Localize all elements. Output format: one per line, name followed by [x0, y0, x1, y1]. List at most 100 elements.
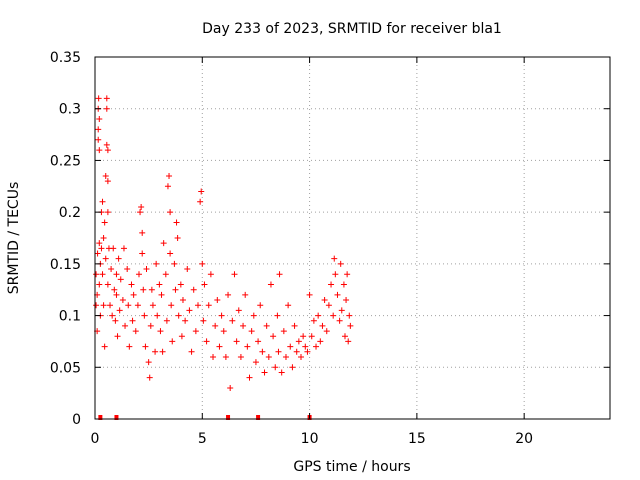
data-point: [107, 302, 114, 309]
data-point: [289, 364, 296, 371]
data-point: [156, 281, 163, 288]
data-point: [200, 317, 207, 324]
data-point: [148, 286, 155, 293]
y-tick-label: 0.2: [59, 205, 81, 221]
data-point: [101, 343, 108, 350]
data-point: [96, 147, 103, 154]
data-point: [139, 250, 146, 257]
data-point: [159, 348, 166, 355]
data-point: [174, 235, 181, 241]
data-point: [270, 333, 277, 340]
data-point: [99, 271, 106, 278]
data-point: [146, 374, 153, 381]
data-point: [169, 338, 176, 345]
data-point: [113, 291, 120, 298]
data-point: [178, 333, 185, 340]
data-point: [103, 105, 110, 112]
y-tick-label: 0: [72, 412, 81, 428]
data-point: [197, 198, 204, 205]
data-point: [112, 317, 119, 324]
chart-title: Day 233 of 2023, SRMTID for receiver bla…: [202, 21, 502, 37]
data-point: [163, 317, 170, 324]
data-point: [308, 333, 315, 340]
data-point: [210, 353, 217, 360]
data-point: [231, 271, 238, 278]
data-point: [259, 348, 266, 355]
x-axis-label: GPS time / hours: [293, 459, 410, 475]
data-point: [126, 343, 133, 350]
data-point: [192, 328, 199, 335]
y-tick-label: 0.05: [50, 360, 81, 376]
data-point: [166, 172, 173, 179]
data-point: [340, 281, 347, 288]
data-point: [334, 291, 341, 298]
data-point: [103, 95, 110, 102]
plot-frame: [94, 56, 611, 420]
data-point: [332, 271, 339, 278]
data-point: [198, 188, 205, 195]
data-point: [95, 136, 102, 143]
data-point: [246, 374, 253, 381]
data-point: [188, 348, 195, 355]
data-point: [104, 147, 111, 154]
data-point: [319, 322, 326, 329]
data-point: [235, 307, 242, 314]
data-point: [132, 328, 139, 335]
data-point: [237, 353, 244, 360]
gap-marker: [98, 415, 103, 420]
data-point: [346, 312, 353, 319]
data-point: [280, 328, 287, 335]
data-point: [152, 348, 159, 355]
data-point: [124, 266, 131, 273]
data-point: [96, 281, 103, 288]
data-point: [149, 302, 156, 309]
data-point: [274, 312, 281, 319]
data-point: [95, 95, 102, 102]
data-point: [157, 328, 164, 335]
data-point: [111, 286, 118, 293]
data-point: [93, 271, 100, 278]
data-point: [244, 343, 251, 350]
data-point: [190, 286, 197, 293]
data-point: [162, 271, 169, 278]
gap-marker: [256, 415, 261, 420]
data-point: [347, 322, 354, 329]
data-point: [100, 302, 107, 309]
data-point: [95, 126, 102, 133]
data-point: [328, 281, 335, 288]
data-point: [287, 343, 294, 350]
data-point: [310, 317, 317, 324]
data-point: [125, 302, 132, 309]
data-point: [120, 245, 127, 252]
data-point: [140, 286, 147, 293]
data-point: [276, 271, 283, 278]
data-point: [212, 322, 219, 329]
data-point: [167, 250, 174, 257]
data-point: [153, 260, 160, 267]
data-point: [313, 343, 320, 350]
data-point: [295, 338, 302, 345]
data-point: [298, 353, 304, 360]
data-point: [117, 276, 124, 283]
y-tick-label: 0.15: [50, 257, 81, 273]
data-point: [145, 359, 152, 366]
y-axis-label: SRMTID / TECUs: [6, 182, 22, 295]
data-point: [175, 312, 182, 319]
data-point: [199, 260, 206, 267]
data-point: [315, 312, 322, 319]
data-point: [267, 281, 274, 288]
data-point: [101, 219, 108, 226]
data-point: [248, 328, 255, 335]
data-point: [168, 302, 175, 309]
data-point: [104, 209, 111, 216]
data-point: [323, 328, 330, 335]
data-point: [102, 172, 109, 179]
data-point: [343, 297, 350, 304]
data-point: [222, 353, 229, 360]
data-point: [250, 312, 257, 319]
data-point: [220, 328, 227, 335]
data-point: [116, 307, 123, 314]
data-point: [336, 317, 343, 324]
data-point: [122, 322, 129, 329]
